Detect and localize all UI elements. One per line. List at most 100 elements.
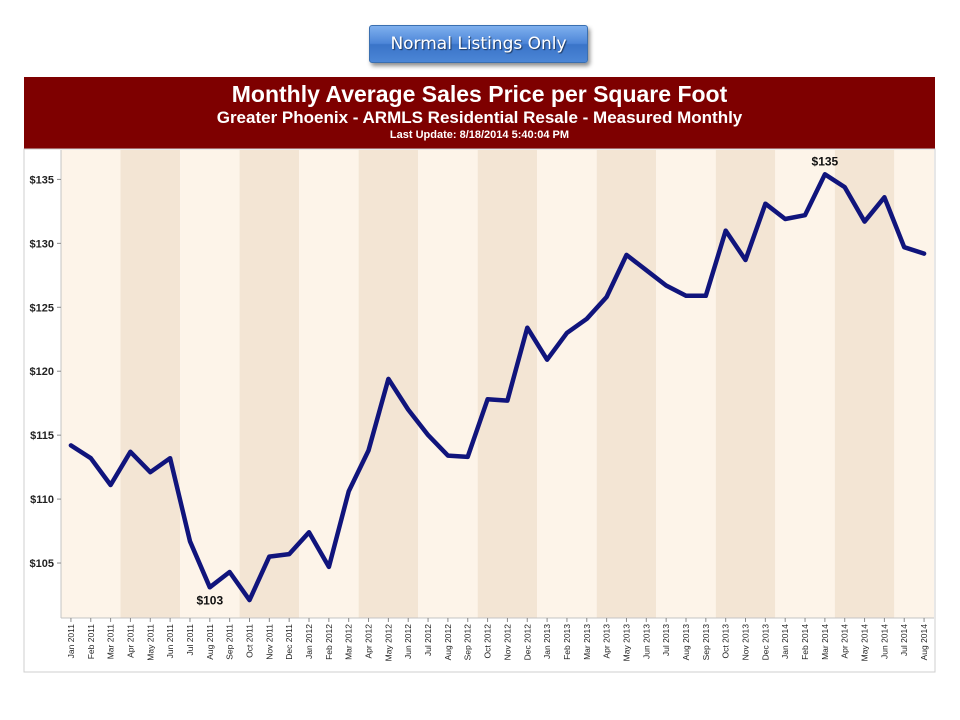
- data-point: [923, 253, 925, 255]
- data-point: [407, 409, 409, 411]
- data-point: [685, 295, 687, 297]
- quarter-band: [180, 150, 240, 618]
- data-point: [169, 457, 171, 459]
- x-tick-label: Nov 2013: [741, 624, 751, 661]
- data-point: [864, 221, 866, 223]
- chart-title: Monthly Average Sales Price per Square F…: [231, 81, 728, 107]
- data-point: [586, 318, 588, 320]
- x-tick-label: Aug 2012: [443, 624, 453, 661]
- y-tick-label: $115: [30, 430, 54, 442]
- x-tick-label: Jul 2014: [899, 624, 909, 656]
- data-point: [645, 269, 647, 271]
- x-tick-label: Sep 2013: [701, 624, 711, 661]
- x-tick-label: Jan 2011: [66, 624, 76, 659]
- x-tick-label: Mar 2013: [582, 624, 592, 660]
- month-bands: [61, 150, 934, 618]
- x-tick-label: May 2013: [621, 624, 631, 662]
- y-tick-label: $130: [30, 238, 54, 250]
- data-point: [189, 540, 191, 542]
- quarter-band: [299, 150, 359, 618]
- y-tick-label: $125: [30, 302, 54, 314]
- x-tick-label: Apr 2011: [125, 624, 135, 658]
- x-tick-label: Sep 2011: [225, 624, 235, 660]
- quarter-band: [775, 150, 835, 618]
- y-tick-label: $120: [30, 366, 54, 378]
- x-tick-label: Mar 2011: [106, 624, 116, 660]
- x-tick-label: Feb 2013: [562, 624, 572, 660]
- x-tick-label: Sep 2012: [463, 624, 473, 661]
- data-point: [566, 332, 568, 334]
- quarter-band: [418, 150, 478, 618]
- data-point: [447, 455, 449, 457]
- quarter-band: [834, 150, 895, 618]
- x-tick-label: Jun 2012: [403, 624, 413, 659]
- y-tick-label: $110: [30, 494, 54, 506]
- data-point: [149, 471, 151, 473]
- data-point: [745, 259, 747, 261]
- chart-header: Monthly Average Sales Price per Square F…: [24, 77, 935, 149]
- quarter-band: [239, 150, 300, 618]
- data-point: [804, 214, 806, 216]
- data-label: $135: [812, 154, 839, 168]
- data-point: [70, 444, 72, 446]
- x-tick-label: Jan 2014: [780, 624, 790, 659]
- quarter-band: [120, 150, 181, 618]
- x-tick-label: Mar 2014: [820, 624, 830, 660]
- x-tick-label: Feb 2014: [800, 624, 810, 660]
- x-tick-label: Apr 2013: [602, 624, 612, 659]
- x-tick-label: Nov 2012: [502, 624, 512, 661]
- x-axis: Jan 2011 Feb 2011 Mar 2011 Apr 2011 May 2011…: [66, 618, 929, 661]
- price-series: [68, 172, 927, 603]
- price-line: [68, 172, 927, 603]
- data-point: [90, 457, 92, 459]
- quarter-band: [656, 150, 716, 618]
- data-point: [268, 556, 270, 558]
- x-tick-label: Jul 2013: [661, 624, 671, 656]
- x-tick-label: Oct 2012: [483, 624, 493, 659]
- x-tick-label: Jan 2012: [304, 624, 314, 659]
- x-tick-label: Dec 2011: [284, 624, 294, 660]
- x-tick-label: Feb 2012: [324, 624, 334, 660]
- x-tick-label: Mar 2012: [344, 624, 354, 660]
- x-tick-label: Jun 2011: [165, 624, 175, 659]
- quarter-band: [61, 150, 121, 618]
- data-point: [546, 359, 548, 361]
- plot-frame: [23, 148, 936, 673]
- data-point: [387, 378, 389, 380]
- quarter-band: [596, 150, 657, 618]
- chart-border: [23, 148, 936, 673]
- data-point: [883, 196, 885, 198]
- x-tick-label: Aug 2014: [919, 624, 929, 661]
- data-point: [625, 254, 627, 256]
- x-tick-label: May 2014: [860, 624, 870, 662]
- x-tick-label: Aug 2011: [205, 624, 215, 660]
- data-point: [229, 571, 231, 573]
- x-tick-label: May 2012: [383, 624, 393, 662]
- quarter-band: [477, 150, 538, 618]
- x-tick-label: Nov 2011: [264, 624, 274, 660]
- x-tick-label: Dec 2013: [760, 624, 770, 661]
- data-point: [844, 186, 846, 188]
- x-tick-label: Jul 2012: [423, 624, 433, 656]
- data-point: [506, 400, 508, 402]
- data-point: [665, 285, 667, 287]
- quarter-band: [537, 150, 597, 618]
- data-point: [764, 203, 766, 205]
- data-point: [487, 398, 489, 400]
- data-point: [526, 327, 528, 329]
- x-tick-label: Aug 2013: [681, 624, 691, 661]
- y-axis: $105 $110 $115 $120 $125 $130 $135: [30, 174, 61, 570]
- x-tick-label: May 2011: [145, 624, 155, 661]
- x-tick-label: Feb 2011: [86, 624, 96, 660]
- data-point: [209, 586, 211, 588]
- x-tick-label: Apr 2014: [840, 624, 850, 659]
- x-tick-label: Dec 2012: [522, 624, 532, 661]
- data-point: [288, 553, 290, 555]
- data-point: [129, 451, 131, 453]
- data-point: [903, 246, 905, 248]
- data-point: [248, 599, 250, 601]
- data-point: [784, 218, 786, 220]
- data-point: [705, 295, 707, 297]
- quarter-band: [715, 150, 776, 618]
